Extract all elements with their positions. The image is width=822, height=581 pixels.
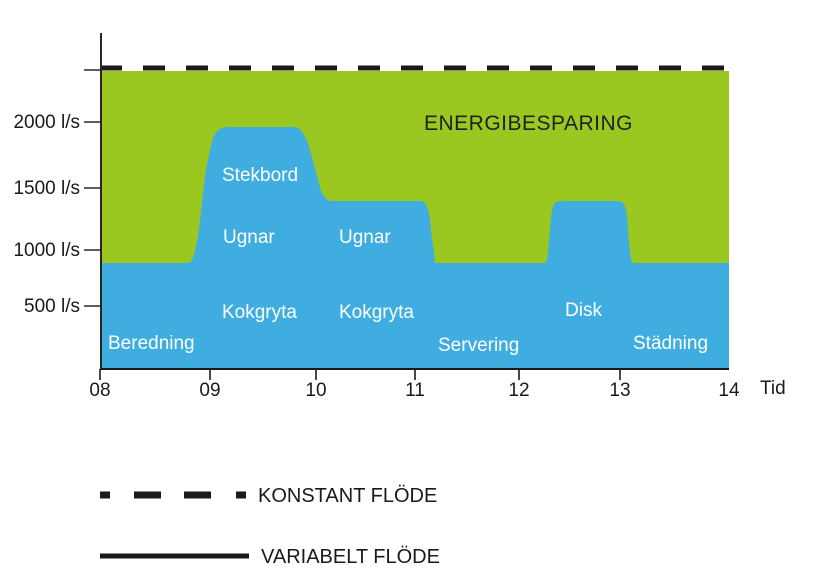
svg-text:10: 10 <box>305 380 326 401</box>
svg-text:12: 12 <box>508 380 529 401</box>
svg-text:Beredning: Beredning <box>108 333 195 354</box>
svg-text:ENERGIBESPARING: ENERGIBESPARING <box>424 112 633 135</box>
svg-text:14: 14 <box>718 380 740 401</box>
svg-text:1000 l/s: 1000 l/s <box>13 240 80 261</box>
svg-text:09: 09 <box>199 380 220 401</box>
svg-text:08: 08 <box>89 380 110 401</box>
svg-text:Disk: Disk <box>565 300 602 321</box>
svg-text:Servering: Servering <box>438 335 519 356</box>
svg-text:VARIABELT FLÖDE: VARIABELT FLÖDE <box>261 546 440 568</box>
svg-text:Kokgryta: Kokgryta <box>222 302 297 323</box>
svg-text:2000 l/s: 2000 l/s <box>13 112 80 133</box>
svg-text:1500 l/s: 1500 l/s <box>13 178 80 199</box>
svg-text:500 l/s: 500 l/s <box>24 296 80 317</box>
svg-text:KONSTANT FLÖDE: KONSTANT FLÖDE <box>258 485 437 507</box>
svg-text:13: 13 <box>609 380 630 401</box>
svg-text:Tid: Tid <box>760 378 786 399</box>
svg-text:Stekbord: Stekbord <box>222 165 298 186</box>
svg-text:11: 11 <box>405 380 425 401</box>
svg-text:Ugnar: Ugnar <box>339 227 391 248</box>
svg-text:Städning: Städning <box>633 333 708 354</box>
svg-text:Ugnar: Ugnar <box>223 227 275 248</box>
svg-text:Kokgryta: Kokgryta <box>339 302 414 323</box>
